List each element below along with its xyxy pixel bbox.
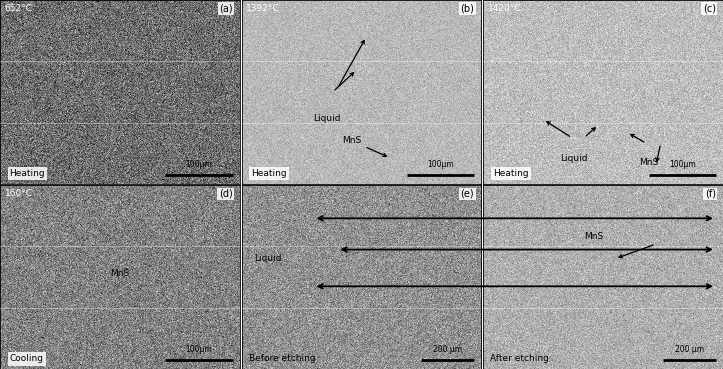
Text: 160°C: 160°C [5, 189, 33, 198]
Text: Heating: Heating [9, 169, 46, 178]
Text: MnS: MnS [639, 158, 659, 167]
Text: 100μm: 100μm [669, 160, 696, 169]
Text: (c): (c) [703, 4, 716, 14]
Text: 100μm: 100μm [186, 160, 213, 169]
Text: 652°C: 652°C [5, 4, 33, 13]
Text: MnS: MnS [342, 136, 387, 156]
Text: 200 μm: 200 μm [675, 345, 704, 354]
Text: MnS: MnS [110, 269, 129, 278]
Text: Heating: Heating [493, 169, 529, 178]
Text: (b): (b) [461, 4, 474, 14]
Text: (e): (e) [461, 189, 474, 199]
Text: 200 μm: 200 μm [433, 345, 463, 354]
Text: Liquid: Liquid [314, 114, 341, 123]
Text: After etching: After etching [490, 355, 549, 363]
Text: 1392°C: 1392°C [247, 4, 280, 13]
Text: 100μm: 100μm [427, 160, 454, 169]
Text: (f): (f) [705, 189, 716, 199]
Text: Liquid: Liquid [560, 154, 588, 163]
Text: 100μm: 100μm [186, 345, 213, 354]
Text: Liquid: Liquid [254, 254, 281, 263]
Text: Heating: Heating [251, 169, 287, 178]
Text: (d): (d) [219, 189, 233, 199]
Text: (a): (a) [219, 4, 233, 14]
Text: Before etching: Before etching [249, 355, 315, 363]
Text: MnS: MnS [584, 232, 603, 241]
Text: 1420°C: 1420°C [488, 4, 521, 13]
Text: Cooling: Cooling [9, 355, 43, 363]
